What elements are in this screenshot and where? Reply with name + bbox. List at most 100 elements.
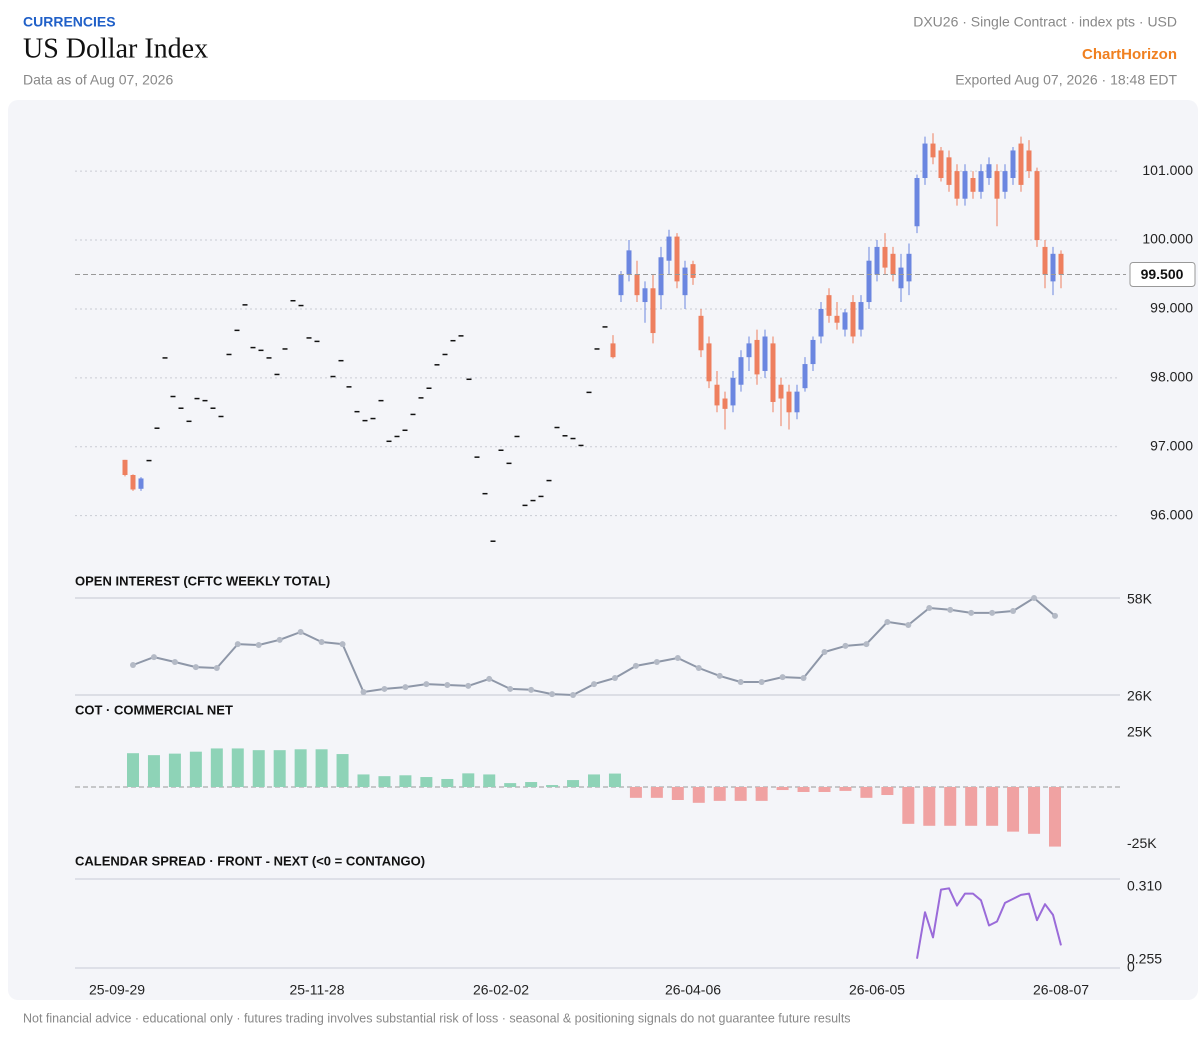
candle-body — [754, 339, 760, 375]
data-line — [916, 887, 1062, 959]
bar — [588, 774, 600, 787]
data-point — [150, 654, 157, 661]
candle-body — [186, 420, 192, 423]
y-tick-label: 99.000 — [1150, 300, 1193, 316]
candle-body — [962, 171, 968, 199]
candle-body — [882, 246, 888, 268]
candle-body — [626, 250, 632, 275]
y-tick-label: 100.000 — [1142, 231, 1193, 247]
candle-body — [146, 459, 152, 462]
candle-body — [858, 302, 864, 330]
y-tick-label: 97.000 — [1150, 437, 1193, 453]
candle-body — [810, 339, 816, 365]
bar — [692, 787, 705, 803]
section-label: CURRENCIES — [23, 14, 116, 30]
candle-body — [586, 391, 592, 394]
bar — [441, 778, 454, 787]
bar — [147, 755, 160, 787]
bar — [252, 750, 265, 787]
candle-body — [290, 299, 296, 302]
candle-body — [1002, 171, 1008, 192]
candle-body — [610, 343, 616, 358]
candle-body — [682, 267, 688, 296]
candle-body — [650, 288, 656, 334]
candle-body — [778, 384, 784, 399]
panel-title: COT · COMMERCIAL NET — [75, 702, 233, 717]
candle-body — [410, 413, 416, 416]
y-tick-label: 98.000 — [1150, 369, 1193, 385]
bar — [755, 787, 768, 801]
candle-body — [370, 417, 376, 420]
bar — [168, 753, 181, 787]
bar — [210, 748, 223, 787]
candle-body — [258, 349, 264, 352]
data-point — [339, 641, 346, 648]
subtitle: Data as of Aug 07, 2026 — [23, 72, 173, 88]
candle-body — [394, 435, 400, 438]
panel-title: OPEN INTEREST (CFTC WEEKLY TOTAL) — [75, 573, 330, 588]
bar — [399, 775, 412, 787]
candle-body — [194, 397, 200, 400]
candle-body — [890, 253, 896, 275]
bar — [818, 787, 831, 792]
bar — [776, 787, 789, 791]
data-point — [1052, 612, 1058, 619]
candle-body — [578, 444, 584, 447]
candle-body — [202, 399, 208, 402]
bar — [734, 787, 747, 801]
bar — [986, 787, 999, 826]
data-point — [360, 688, 367, 695]
candle-body — [562, 435, 568, 437]
y-tick-label: 96.000 — [1150, 506, 1193, 522]
data-point — [674, 655, 681, 662]
bar — [713, 787, 726, 801]
candle-body — [266, 357, 272, 359]
bar — [923, 787, 936, 826]
data-point — [1031, 595, 1038, 601]
bar — [483, 774, 496, 787]
x-tick-label: 25-11-28 — [289, 982, 344, 998]
data-point — [737, 678, 744, 685]
candle-body — [130, 475, 136, 490]
candle-body — [794, 391, 800, 413]
data-point — [192, 664, 199, 671]
candle-body — [338, 359, 344, 362]
candle-body — [282, 348, 288, 350]
candle-body — [250, 346, 256, 349]
candle-body — [1042, 246, 1048, 275]
candle-body — [210, 407, 216, 409]
candle-body — [458, 335, 464, 337]
candle-body — [354, 410, 360, 413]
data-point — [989, 609, 996, 616]
candle-body — [738, 357, 744, 385]
x-tick-label: 26-08-07 — [1033, 982, 1089, 998]
candle-body — [898, 267, 904, 289]
candle-body — [538, 495, 544, 498]
bar — [650, 787, 663, 798]
bar — [525, 782, 538, 787]
candle-body — [762, 336, 768, 371]
bar — [839, 787, 852, 791]
bar — [420, 777, 433, 787]
data-point — [716, 672, 723, 679]
bar — [567, 780, 580, 787]
candle-body — [666, 236, 672, 261]
brand: ChartHorizon — [1082, 46, 1177, 63]
candle-body — [514, 435, 520, 438]
x-tick-label: 26-04-06 — [665, 982, 721, 998]
candle-body — [426, 387, 432, 389]
candle-body — [570, 437, 576, 440]
bar — [336, 754, 349, 787]
candle-body — [914, 178, 920, 227]
data-point — [213, 665, 220, 672]
candle-body — [274, 373, 280, 376]
bar — [1028, 787, 1041, 834]
candle-body — [362, 419, 368, 422]
candle-body — [954, 171, 960, 199]
bar — [462, 773, 475, 787]
candle-body — [242, 304, 248, 306]
candle-body — [986, 164, 992, 179]
candle-body — [306, 337, 312, 339]
